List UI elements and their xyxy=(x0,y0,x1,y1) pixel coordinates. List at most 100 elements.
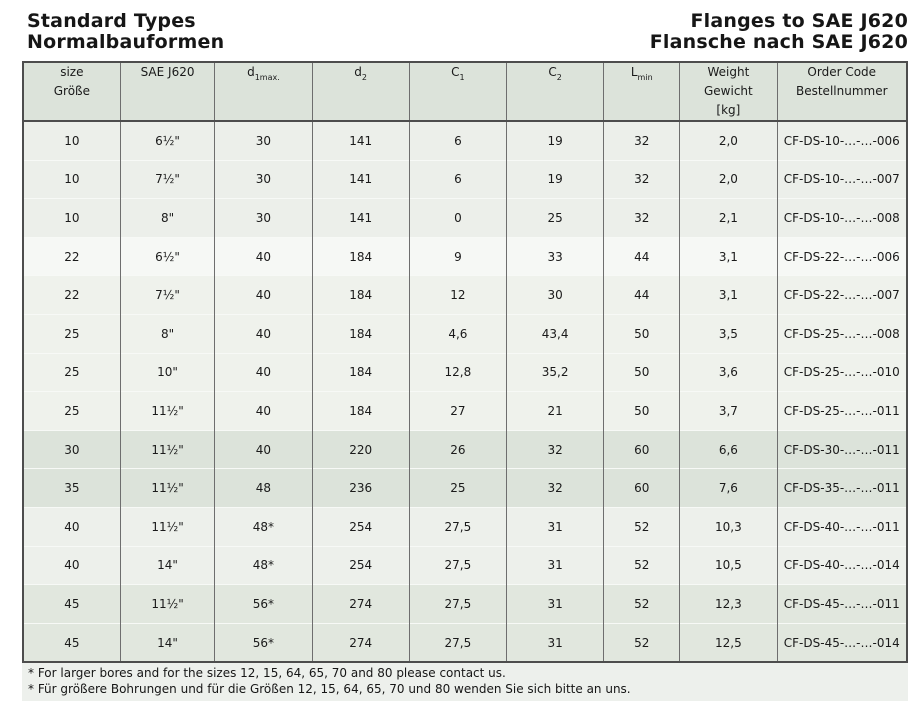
table-cell: 27,5 xyxy=(409,506,508,547)
table-cell: CF-DS-25-…-…-008 xyxy=(777,313,907,354)
table-cell: 274 xyxy=(312,584,410,624)
table-row: 40 14" 48* 254 27,5 31 52 10,5 CF-DS-40-…-…-014 xyxy=(23,545,907,585)
table-cell: 30 xyxy=(214,159,313,199)
table-cell: 50 xyxy=(603,352,681,392)
footnote-de: * Für größere Bohrungen und für die Größ… xyxy=(28,681,631,696)
table-cell: 11½" xyxy=(120,468,216,508)
table-cell: 52 xyxy=(603,622,681,663)
table-cell: 33 xyxy=(506,236,605,276)
table-cell: 3,1 xyxy=(679,236,778,276)
table-cell: CF-DS-10-…-…-006 xyxy=(783,133,900,148)
table-cell: CF-DS-40-…-…-011 xyxy=(777,506,907,547)
table-cell: 141 xyxy=(312,198,410,238)
table-cell: 52 xyxy=(603,584,681,624)
table-cell: 44 xyxy=(603,275,681,315)
spec-table-body: 10 6½" 30 141 6 19 32 2,0 CF-DS-10-…-…-006 10 7½" 3… xyxy=(23,121,907,663)
table-cell: 32 xyxy=(603,198,681,238)
table-cell: 3,5 xyxy=(679,313,778,354)
table-cell: 50 xyxy=(603,313,681,354)
table-cell: CF-DS-22-…-…-006 xyxy=(777,236,907,276)
table-cell: 10" xyxy=(120,352,216,392)
table-cell: 40 xyxy=(214,275,313,315)
table-cell: CF-DS-35-…-…-011 xyxy=(777,468,907,508)
table-cell: 60 xyxy=(603,468,681,508)
table-cell: 4,6 xyxy=(409,313,508,354)
table-cell: 27 xyxy=(409,391,508,431)
table-cell: 30 xyxy=(214,198,313,238)
table-cell: 254 xyxy=(312,506,410,547)
table-cell: 184 xyxy=(312,275,410,315)
table-cell: CF-DS-10-…-…-008 xyxy=(777,198,907,238)
table-cell: 40 xyxy=(214,352,313,392)
table-cell: 2,1 xyxy=(679,198,778,238)
table-cell: 11½" xyxy=(120,391,216,431)
table-cell: 3,1 xyxy=(679,275,778,315)
table-cell: 11½" xyxy=(120,429,216,469)
table-row: 25 10" 40 184 12,8 35,2 50 3,6 CF-DS-25-…-…-010 xyxy=(23,352,907,392)
table-cell: 220 xyxy=(312,429,410,469)
table-cell: 0 xyxy=(409,198,508,238)
table-cell: 43,4 xyxy=(506,313,605,354)
table-cell: 48* xyxy=(214,545,313,585)
table-cell: 3,7 xyxy=(679,391,778,431)
table-row: 25 8" 40 184 4,6 43,4 50 3,5 CF-DS-25-…-…-008 xyxy=(23,313,907,354)
table-cell: 141 xyxy=(312,121,410,161)
table-cell: 7½" xyxy=(120,275,216,315)
table-cell: 26 xyxy=(409,429,508,469)
table-cell: 56* xyxy=(214,622,313,663)
table-cell: 22 xyxy=(23,275,121,315)
table-cell: 184 xyxy=(312,236,410,276)
table-cell: CF-DS-22-…-…-007 xyxy=(777,275,907,315)
table-cell: CF-DS-10-…-…-007 xyxy=(777,159,907,199)
table-row: 45 14" 56* 274 27,5 31 52 12,5 CF-DS-45-…-…-014 xyxy=(23,622,907,663)
footnotes: * For larger bores and for the sizes 12,… xyxy=(22,663,908,702)
table-cell: 12 xyxy=(409,275,508,315)
datasheet-page: Standard Types Normalbauformen Flanges t… xyxy=(0,11,922,703)
table-cell: 12,3 xyxy=(679,584,778,624)
column-header-weight: Weight Gewicht [kg] xyxy=(679,62,778,122)
table-cell: 35 xyxy=(23,468,121,508)
table-row: 10 8" 30 141 0 25 32 2,1 CF-DS-10-…-…-008 xyxy=(23,198,907,238)
table-cell: 236 xyxy=(312,468,410,508)
table-cell: 32 xyxy=(506,429,605,469)
title-left-line1: Standard Types xyxy=(27,10,196,32)
table-cell: 6 xyxy=(409,159,508,199)
table-row: 30 11½" 40 220 26 32 60 6,6 CF-DS-30-…-…-011 xyxy=(23,429,907,469)
table-cell: 10,3 xyxy=(679,506,778,547)
table-cell: 45 xyxy=(23,584,121,624)
table-cell: 25 xyxy=(23,352,121,392)
table-cell: 8" xyxy=(120,313,216,354)
table-cell: 19 xyxy=(506,121,605,161)
table-cell: 60 xyxy=(603,429,681,469)
table-cell: 2,0 xyxy=(679,121,778,161)
table-cell: 40 xyxy=(214,313,313,354)
table-cell: 12,5 xyxy=(679,622,778,663)
table-cell: 2,0 xyxy=(679,159,778,199)
table-cell: 27,5 xyxy=(409,622,508,663)
page-header: Standard Types Normalbauformen Flanges t… xyxy=(22,11,908,53)
spec-table-head: size Größe SAE J620 d1max. d2 C1 C2 Lmin Weight G… xyxy=(23,62,907,122)
table-cell: 10,5 xyxy=(679,545,778,585)
table-cell: 52 xyxy=(603,506,681,547)
table-cell: CF-DS-45-…-…-011 xyxy=(777,584,907,624)
table-cell: 25 xyxy=(23,313,121,354)
table-cell: 30 xyxy=(23,429,121,469)
column-header-c1: C1 xyxy=(409,62,508,122)
table-row: 10 6½" 30 141 6 19 32 2,0 CF-DS-10-…-…-006 xyxy=(23,121,907,161)
table-cell: 25 xyxy=(409,468,508,508)
spec-table: size Größe SAE J620 d1max. d2 C1 C2 Lmin Weight G… xyxy=(22,61,908,664)
table-cell: 32 xyxy=(506,468,605,508)
table-cell: 8" xyxy=(120,198,216,238)
table-cell: 14" xyxy=(120,622,216,663)
table-cell: 19 xyxy=(506,159,605,199)
table-cell: 56* xyxy=(214,584,313,624)
table-cell: CF-DS-30-…-…-011 xyxy=(777,429,907,469)
table-cell: 10 xyxy=(23,121,121,161)
table-cell: 22 xyxy=(23,236,121,276)
title-right-line2: Flansche nach SAE J620 xyxy=(649,31,908,53)
table-cell: 40 xyxy=(23,545,121,585)
table-row: 40 11½" 48* 254 27,5 31 52 10,3 CF-DS-40-…-…-011 xyxy=(23,506,907,547)
table-cell: 7,6 xyxy=(679,468,778,508)
table-row: 25 11½" 40 184 27 21 50 3,7 CF-DS-25-…-…-011 xyxy=(23,391,907,431)
column-header-sae: SAE J620 xyxy=(120,62,216,122)
